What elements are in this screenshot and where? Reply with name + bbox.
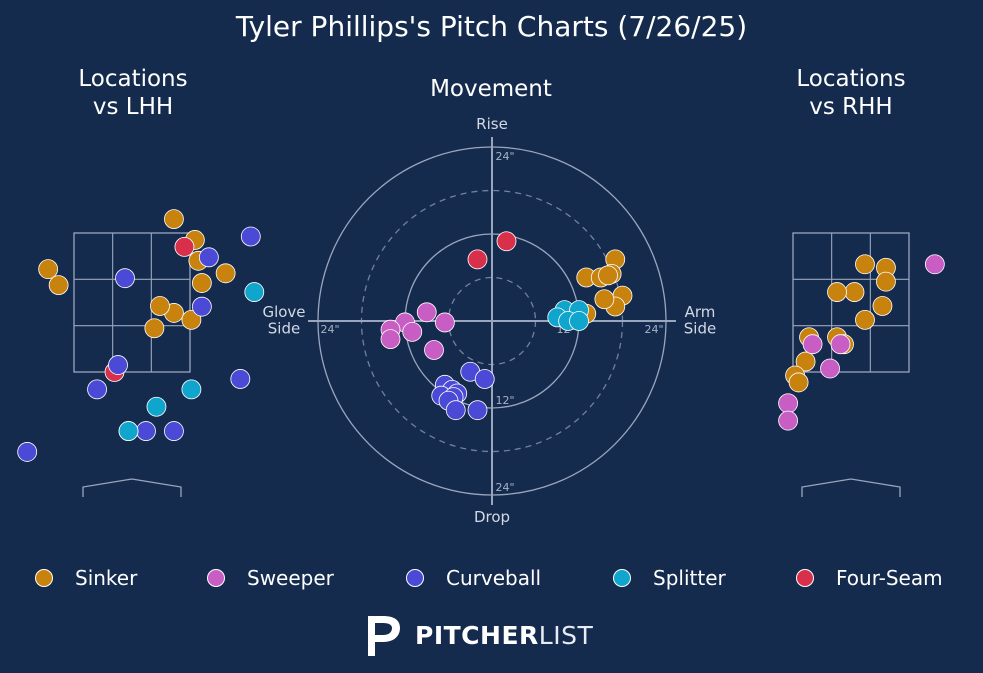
rhh-panel-title: Locations vs RHH (796, 66, 906, 120)
lhh-point-sinker (48, 275, 69, 296)
movement-panel-title: Movement (430, 76, 552, 102)
rhh-point-sinker (855, 254, 875, 275)
lhh-point-splitter (181, 379, 202, 400)
movement-point-sweeper (380, 329, 401, 350)
rhh-point-sinker (788, 372, 809, 393)
movement-point-sweeper (424, 340, 444, 360)
lhh-point-splitter (244, 282, 265, 302)
movement-point-sweeper (402, 321, 423, 342)
ring-label-left-24: 24" (320, 323, 339, 336)
ring-label-right-24: 24" (644, 323, 663, 336)
legend-item-splitter: Splitter (613, 562, 726, 594)
movement-point-four-seam (496, 231, 517, 252)
chart-title: Tyler Phillips's Pitch Charts (7/26/25) (235, 10, 748, 43)
movement-point-curveball (467, 400, 488, 421)
rhh-point-sinker (855, 309, 875, 330)
lhh-point-sinker (150, 296, 170, 316)
legend-label-sweeper: Sweeper (247, 566, 334, 590)
pitcherlist-logo: PITCHERLIST (363, 612, 593, 658)
lhh-point-sinker (144, 318, 165, 339)
lhh-point-curveball (230, 369, 251, 389)
rhh-point-sweeper (924, 254, 945, 275)
movement-label-arm-side: Arm Side (684, 303, 716, 338)
rhh-point-sinker (872, 296, 893, 316)
legend-label-splitter: Splitter (653, 566, 726, 590)
movement-point-sweeper (416, 302, 437, 323)
lhh-point-curveball (198, 247, 219, 268)
lhh-point-splitter (118, 421, 139, 441)
lhh-point-splitter (146, 396, 167, 417)
rhh-point-sinker (827, 282, 847, 302)
legend-marker-curveball (406, 569, 424, 587)
lhh-point-sinker (38, 259, 59, 280)
lhh-point-curveball (240, 226, 261, 247)
legend-item-sweeper: Sweeper (207, 562, 334, 594)
movement-label-glove-side: Glove Side (262, 303, 305, 338)
legend-marker-sweeper (207, 569, 225, 587)
rhh-point-sinker (795, 351, 816, 372)
legend: Sinker Sweeper Curveball Splitter Four-S… (0, 562, 983, 594)
rhh-point-sinker (876, 271, 896, 292)
rhh-point-sweeper (830, 334, 851, 355)
rhh-point-sweeper (802, 334, 823, 355)
movement-point-splitter (569, 311, 589, 331)
legend-label-four-seam: Four-Seam (836, 566, 943, 590)
legend-label-sinker: Sinker (75, 566, 138, 590)
lhh-point-curveball (108, 355, 128, 375)
legend-marker-sinker (35, 569, 53, 587)
ring-label-top-24: 24" (495, 150, 514, 163)
brand-light-text: LIST (538, 620, 594, 650)
lhh-point-curveball (191, 296, 212, 317)
movement-point-curveball (445, 400, 466, 421)
ring-label-bottom-12: 12" (495, 394, 514, 407)
lhh-point-curveball (17, 442, 38, 462)
legend-marker-splitter (613, 569, 631, 587)
lhh-panel-title: Locations vs LHH (78, 66, 188, 120)
ring-label-bottom-24: 24" (495, 481, 514, 494)
lhh-point-curveball (136, 421, 156, 441)
rhh-point-sweeper (778, 393, 799, 414)
lhh-strike-zone (73, 232, 191, 373)
lhh-point-sinker (191, 273, 212, 293)
movement-point-four-seam (467, 249, 488, 270)
brand-bold-text: PITCHER (415, 620, 539, 650)
legend-item-sinker: Sinker (35, 562, 137, 594)
rhh-point-sweeper (820, 358, 840, 379)
legend-marker-four-seam (796, 569, 814, 587)
movement-point-curveball (474, 369, 495, 389)
rhh-strike-zone (792, 232, 910, 373)
rhh-point-sinker (844, 282, 865, 302)
movement-label-rise: Rise (476, 115, 508, 133)
legend-label-curveball: Curveball (446, 566, 542, 590)
movement-point-sinker (594, 289, 615, 310)
lhh-point-curveball (164, 421, 184, 441)
pitcherlist-p-icon (368, 616, 400, 656)
rhh-point-sweeper (778, 410, 799, 431)
lhh-point-sinker (215, 263, 236, 284)
lhh-point-sinker (164, 209, 184, 230)
lhh-point-curveball (87, 379, 107, 400)
lhh-point-four-seam (174, 236, 195, 257)
lhh-point-curveball (115, 268, 135, 289)
lhh-point-sinker (181, 309, 202, 330)
movement-label-drop: Drop (474, 508, 510, 526)
movement-point-sweeper (434, 312, 455, 333)
legend-item-four-seam: Four-Seam (796, 562, 943, 594)
rhh-home-plate (801, 478, 901, 497)
lhh-home-plate (82, 478, 182, 497)
movement-point-sinker (598, 265, 618, 286)
legend-item-curveball: Curveball (406, 562, 541, 594)
